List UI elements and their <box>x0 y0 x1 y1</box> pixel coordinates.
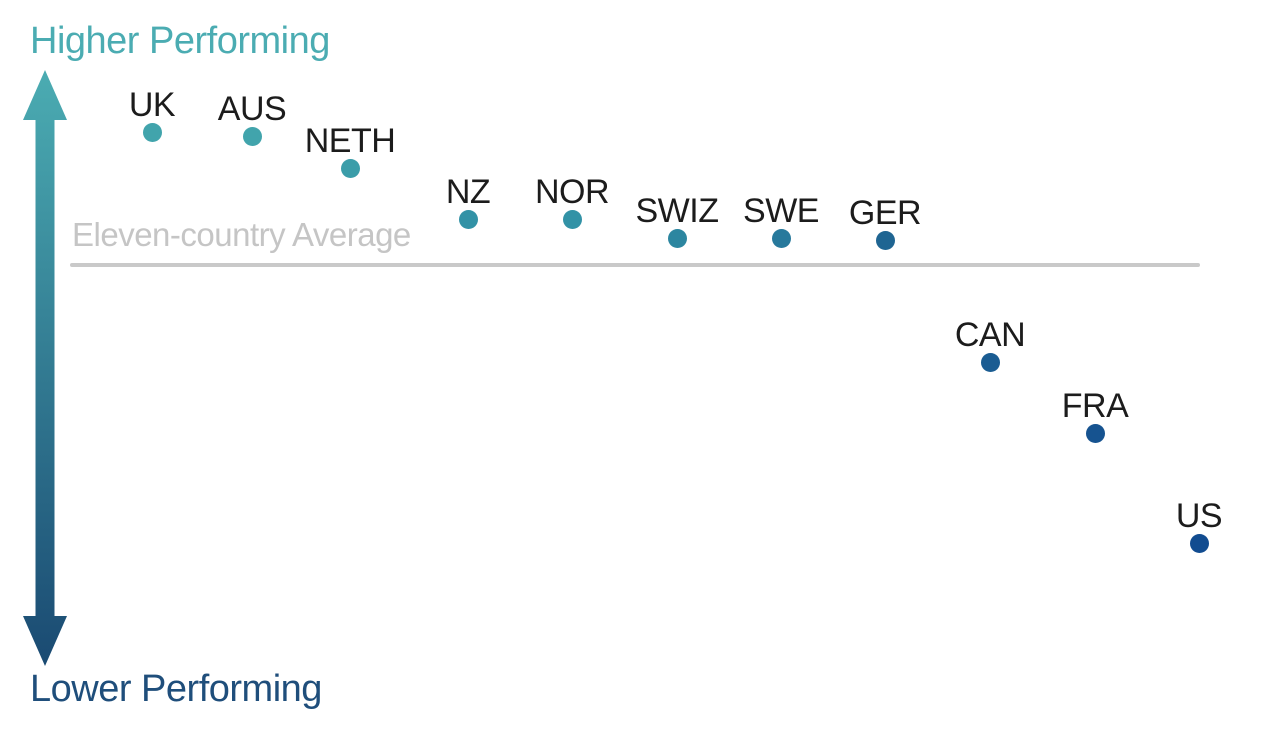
data-point-nor <box>562 209 582 229</box>
data-point-ger <box>875 230 895 250</box>
point-label-nz: NZ <box>445 173 491 211</box>
point-label-neth: NETH <box>304 122 396 160</box>
point-label-swe: SWE <box>743 192 819 230</box>
point-label-aus: AUS <box>217 90 287 128</box>
point-label-uk: UK <box>128 86 176 124</box>
data-point-swiz <box>667 228 687 248</box>
point-label-nor: NOR <box>534 173 610 211</box>
data-point-swe <box>771 228 791 248</box>
average-line <box>70 263 1200 267</box>
data-point-nz <box>458 209 478 229</box>
point-label-swiz: SWIZ <box>635 192 719 230</box>
data-point-uk <box>142 122 162 142</box>
point-label-us: US <box>1175 497 1223 535</box>
point-label-can: CAN <box>954 316 1026 354</box>
data-point-can <box>980 352 1000 372</box>
average-line-label: Eleven-country Average <box>72 216 411 253</box>
performance-axis-arrow-icon <box>23 70 67 666</box>
data-point-fra <box>1085 423 1105 443</box>
point-label-fra: FRA <box>1061 387 1129 425</box>
lower-performing-label: Lower Performing <box>30 668 322 710</box>
data-point-aus <box>242 126 262 146</box>
point-label-ger: GER <box>848 194 922 232</box>
higher-performing-label: Higher Performing <box>30 20 330 62</box>
data-point-us <box>1189 533 1209 553</box>
data-point-neth <box>340 158 360 178</box>
